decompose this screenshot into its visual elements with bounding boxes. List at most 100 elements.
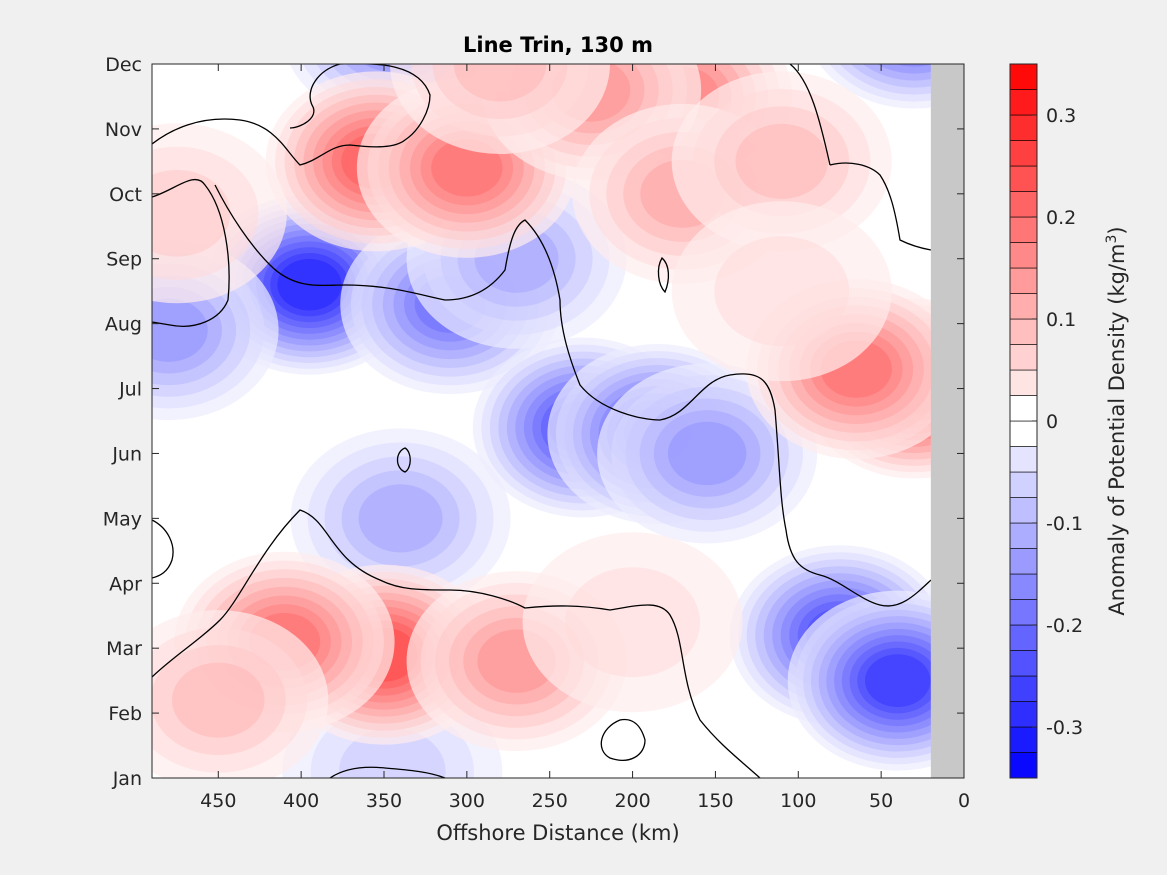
anomaly-positive-26 — [152, 123, 287, 304]
colorbar-label: Anomaly of Potential Density (kg/m3) — [1104, 226, 1129, 615]
anomaly-positive-28 — [671, 201, 892, 382]
colorbar-bin — [1009, 701, 1038, 728]
colorbar-bin — [1009, 752, 1038, 779]
zero-contour-east-top-2 — [789, 64, 831, 166]
colorbar-tick-label: 0.1 — [1046, 309, 1076, 331]
colorbar — [1009, 63, 1038, 779]
colorbar-bin — [1009, 242, 1038, 269]
y-tick-label: Jun — [111, 443, 142, 465]
contour-fill-layer — [152, 0, 965, 778]
zero-contour-left-loop — [152, 519, 174, 579]
anomaly-positive-27 — [390, 64, 610, 154]
zero-contour-west-left — [289, 64, 341, 129]
y-axis: Jan Feb Mar Apr May Jun Jul Aug Sep Oct Nov Dec — [103, 54, 964, 790]
x-tick-label: 150 — [697, 790, 733, 812]
colorbar-tick-label: 0.3 — [1046, 105, 1076, 127]
contour-level — [172, 662, 265, 738]
colorbar-bin — [1009, 497, 1038, 524]
zero-contour-small-loop-2 — [657, 256, 670, 294]
contour-level — [453, 64, 547, 102]
contour-level — [735, 123, 828, 199]
zero-contour-west-loop — [152, 64, 431, 166]
zero-contour-small-loop-1 — [396, 447, 411, 473]
contour-level — [864, 0, 965, 60]
contour-level — [358, 484, 443, 553]
y-tick-label: Apr — [109, 573, 142, 595]
colorbar-bin — [1009, 165, 1038, 192]
x-tick-label: 100 — [780, 790, 816, 812]
colorbar-bin — [1009, 344, 1038, 371]
contour-level — [895, 64, 934, 67]
zero-contour-small-loop-3 — [600, 718, 646, 761]
y-tick-label: Feb — [108, 703, 142, 725]
zero-contour-south-band — [152, 509, 761, 778]
x-tick-label: 0 — [958, 790, 970, 812]
anomaly-negative-11 — [290, 428, 511, 609]
x-tick-label: 250 — [532, 790, 568, 812]
colorbar-bin — [1009, 191, 1038, 218]
colorbar-bin — [1009, 114, 1038, 141]
colorbar-tick-label: -0.2 — [1046, 615, 1083, 637]
zero-contour-central-band — [214, 184, 932, 607]
colorbar-ticks: 0.3 0.2 0.1 0 -0.1 -0.2 -0.3 — [1032, 105, 1083, 739]
no-data-region — [930, 64, 964, 778]
x-tick-label: 400 — [283, 790, 319, 812]
colorbar-bin — [1009, 650, 1038, 677]
colorbar-bin — [1009, 522, 1038, 549]
colorbar-bin — [1009, 63, 1038, 90]
colorbar-bin — [1009, 140, 1038, 167]
y-tick-label: Sep — [106, 249, 142, 271]
anomaly-positive-17 — [522, 532, 743, 713]
contour-level — [152, 298, 208, 362]
contour-level — [881, 0, 948, 46]
y-tick-label: Jan — [112, 768, 142, 790]
colorbar-tick-label: -0.1 — [1046, 513, 1083, 535]
anomaly-negative-1 — [152, 240, 279, 421]
y-tick-label: May — [103, 508, 142, 530]
colorbar-bin — [1009, 726, 1038, 753]
zero-contour-main-north — [152, 179, 230, 327]
colorbar-bin — [1009, 624, 1038, 651]
contour-level — [864, 654, 931, 707]
y-tick-label: Jul — [118, 379, 142, 401]
colorbar-bin — [1009, 216, 1038, 243]
colorbar-bin — [1009, 548, 1038, 575]
x-tick-label: 200 — [614, 790, 650, 812]
contour-level — [667, 421, 747, 486]
colorbar-bin — [1009, 675, 1038, 702]
anomaly-positive-25 — [671, 71, 892, 252]
colorbar-bin — [1009, 395, 1038, 422]
colorbar-bin — [1009, 318, 1038, 345]
zero-contour-bottom-arc — [329, 766, 446, 778]
anomaly-negative-8 — [787, 590, 964, 771]
plot-frame — [151, 63, 965, 779]
contour-level — [152, 169, 231, 257]
x-axis-label: Offshore Distance (km) — [436, 821, 679, 845]
colorbar-tick-label: 0 — [1046, 411, 1058, 433]
x-tick-label: 350 — [366, 790, 402, 812]
y-tick-label: Nov — [105, 119, 142, 141]
anomaly-positive-15 — [152, 610, 329, 778]
contour-level — [355, 2, 429, 62]
x-tick-label: 300 — [449, 790, 485, 812]
x-tick-label: 450 — [200, 790, 236, 812]
contour-level — [876, 64, 953, 74]
colorbar-bin — [1009, 599, 1038, 626]
zero-contour-lines — [152, 64, 932, 778]
contour-level — [431, 139, 503, 197]
contour-level — [565, 567, 701, 678]
contour-level — [363, 64, 422, 72]
y-tick-label: Aug — [105, 314, 142, 336]
colorbar-bin — [1009, 471, 1038, 498]
colorbar-bin — [1009, 293, 1038, 320]
colorbar-bin — [1009, 446, 1038, 473]
colorbar-bin — [1009, 267, 1038, 294]
colorbar-bin — [1009, 420, 1038, 447]
colorbar-tick-label: -0.3 — [1046, 717, 1083, 739]
colorbar-tick-label: 0.2 — [1046, 207, 1076, 229]
colorbar-bin — [1009, 573, 1038, 600]
chart-title: Line Trin, 130 m — [463, 33, 653, 57]
x-axis: 450 400 350 300 250 200 150 100 50 0 — [200, 64, 970, 812]
colorbar-bin — [1009, 89, 1038, 116]
